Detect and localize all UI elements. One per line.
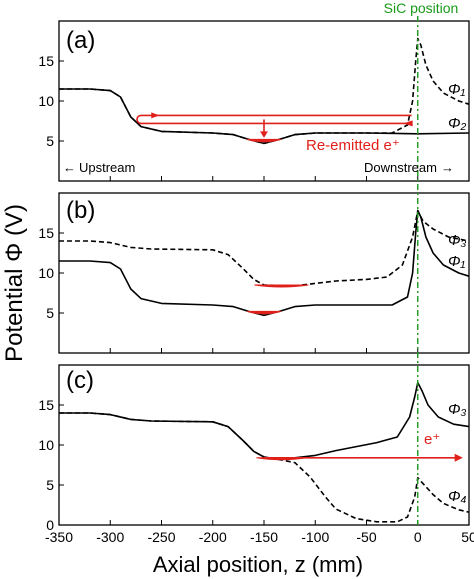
upstream-arrow: ←: [63, 160, 76, 175]
panel-c-frame: [58, 364, 470, 526]
x-tick-label: -50: [356, 529, 376, 545]
x-tick-label: -300: [96, 529, 124, 545]
escape-arrow-head: [454, 453, 463, 462]
x-tick-label: -250: [147, 529, 175, 545]
x-tick-label: -100: [301, 529, 329, 545]
y-tick-label: 15: [38, 397, 54, 413]
x-tick-label: -350: [45, 529, 73, 545]
series-label-phi2-a: Φ₂: [448, 115, 467, 132]
x-tick-label: 0: [414, 529, 422, 545]
panel-a-label: (a): [66, 27, 95, 54]
series-a-2-line: [59, 88, 470, 145]
trapped-electrons-b-upper: [254, 284, 309, 288]
series-label-phi1-b: Φ₁: [448, 253, 466, 270]
loop-arrow-lower: [403, 120, 413, 127]
y-tick-label: 5: [46, 305, 54, 321]
y-tick-label: 0: [46, 517, 54, 533]
panel-b-frame: [58, 192, 470, 354]
re-emitted-label: Re-emitted e⁺: [306, 137, 400, 154]
series-b-1-line: [59, 209, 470, 287]
trapped-electrons-a: [246, 138, 282, 143]
x-tick-label: -150: [250, 529, 278, 545]
upstream-label: Upstream: [79, 160, 135, 175]
series-label-phi1-a: Φ₁: [448, 81, 466, 98]
y-tick-label: 10: [38, 437, 54, 453]
x-tick-label: -200: [199, 529, 227, 545]
re-emission-loop: [136, 114, 412, 125]
x-tick-label: 50: [461, 529, 474, 545]
panel-a-frame: [58, 20, 470, 182]
panel-c-label: (c): [66, 367, 94, 394]
series-label-phi3-b: Φ₃: [448, 232, 467, 249]
series-c-1-line: [59, 381, 470, 460]
x-axis-title: Axial position, z (mm): [153, 552, 363, 577]
series-c-2-line: [59, 412, 470, 523]
re-emission-arrow-head: [260, 131, 268, 138]
loop-arrow-upper: [151, 112, 160, 119]
y-tick-label: 5: [46, 477, 54, 493]
y-tick-label: 15: [38, 53, 54, 69]
y-tick-label: 15: [38, 225, 54, 241]
downstream-label: Downstream: [364, 160, 437, 175]
trapped-electrons-b-lower: [246, 310, 282, 315]
panel-b-label: (b): [66, 197, 95, 224]
series-label-phi4-c: Φ₄: [448, 488, 467, 505]
y-tick-label: 10: [38, 93, 54, 109]
sic-position-label: SiC position: [384, 0, 459, 16]
downstream-arrow: →: [441, 160, 454, 175]
electron-label: e⁺: [424, 431, 440, 448]
series-label-phi3-c: Φ₃: [448, 401, 467, 418]
y-axis-title: Potential Φ (V): [1, 204, 28, 362]
series-b-2-line: [59, 209, 470, 317]
y-tick-label: 5: [46, 133, 54, 149]
y-tick-label: 10: [38, 265, 54, 281]
